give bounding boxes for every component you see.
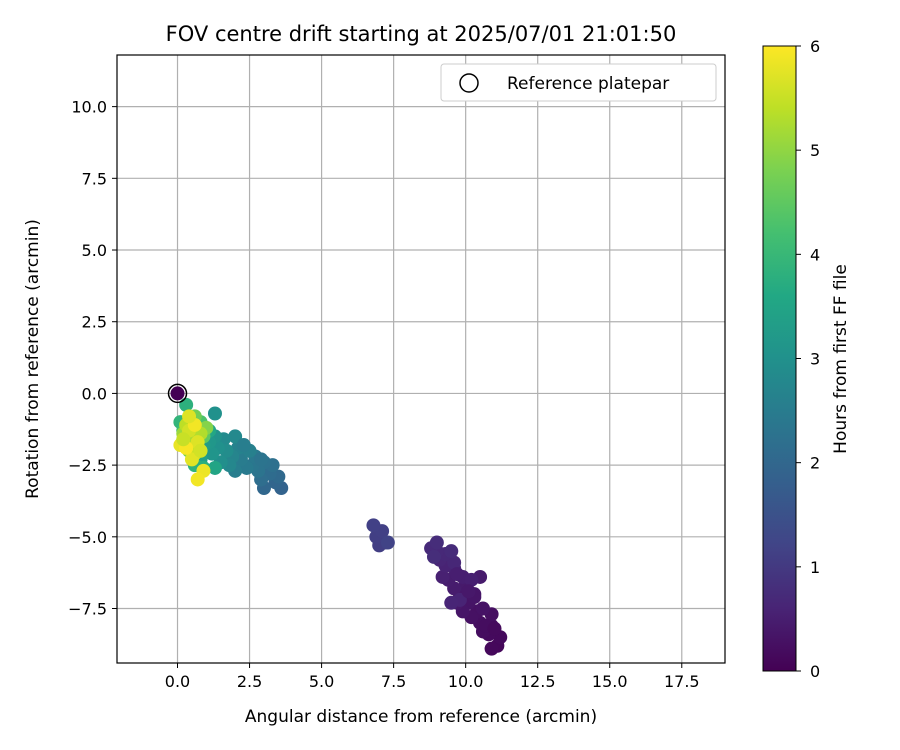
data-point (429, 535, 444, 550)
data-point (444, 544, 459, 559)
data-point (207, 406, 222, 421)
data-points (167, 383, 508, 656)
y-tick-label: −7.5 (68, 600, 107, 619)
data-point (380, 535, 395, 550)
y-axis-ticks: −7.5 −5.0 −2.5 0.0 2.5 5.0 7.5 10.0 (68, 98, 117, 619)
data-point (435, 569, 450, 584)
colorbar-tick-label: 3 (810, 350, 820, 369)
y-tick-label: 7.5 (82, 169, 107, 188)
reference-platepar-marker (167, 383, 188, 404)
data-point (170, 386, 185, 401)
data-point (450, 567, 465, 582)
data-point (190, 472, 205, 487)
colorbar-tick-label: 6 (810, 37, 820, 56)
plot-frame (116, 54, 726, 664)
legend-marker (459, 73, 479, 93)
colorbar: 0 1 2 3 4 5 6 Hours from first FF file (762, 37, 851, 681)
data-point (254, 452, 269, 467)
data-point (228, 429, 243, 444)
data-point (184, 452, 199, 467)
colorbar-tick-label: 0 (810, 662, 820, 681)
y-tick-label: 0.0 (82, 384, 107, 403)
x-tick-label: 7.5 (381, 672, 406, 691)
data-point (182, 409, 197, 424)
data-point (464, 572, 479, 587)
x-tick-label: 10.0 (448, 672, 484, 691)
colorbar-label: Hours from first FF file (831, 264, 851, 454)
x-tick-label: 12.5 (520, 672, 556, 691)
data-point (426, 549, 441, 564)
data-point (484, 641, 499, 656)
x-tick-label: 5.0 (309, 672, 334, 691)
x-axis-label: Angular distance from reference (arcmin) (245, 707, 597, 727)
colorbar-tick-label: 5 (810, 141, 820, 160)
data-point (207, 460, 222, 475)
data-point (447, 555, 462, 570)
legend-label: Reference platepar (507, 74, 669, 94)
colorbar-tick-label: 1 (810, 558, 820, 577)
legend-box (440, 63, 717, 102)
x-tick-label: 2.5 (237, 672, 262, 691)
y-tick-label: 10.0 (71, 98, 107, 117)
x-tick-label: 0.0 (165, 672, 190, 691)
chart-title: FOV centre drift starting at 2025/07/01 … (166, 22, 677, 46)
colorbar-tick-label: 2 (810, 454, 820, 473)
colorbar-gradient (762, 45, 797, 672)
data-point (444, 595, 459, 610)
colorbar-tick-label: 4 (810, 245, 820, 264)
x-tick-label: 15.0 (592, 672, 628, 691)
data-point (193, 443, 208, 458)
y-tick-label: 5.0 (82, 241, 107, 260)
data-point (366, 518, 381, 533)
gridlines (117, 55, 725, 663)
x-axis-ticks: 0.0 2.5 5.0 7.5 10.0 12.5 15.0 17.5 (165, 663, 700, 691)
data-point (205, 446, 220, 461)
data-point (475, 601, 490, 616)
data-point (176, 432, 191, 447)
legend: Reference platepar (440, 63, 717, 102)
colorbar-ticks: 0 1 2 3 4 5 6 (796, 37, 820, 681)
data-point (487, 621, 502, 636)
x-tick-label: 17.5 (664, 672, 700, 691)
y-tick-label: −2.5 (68, 456, 107, 475)
y-tick-label: −5.0 (68, 528, 107, 547)
data-point (461, 584, 476, 599)
y-tick-label: 2.5 (82, 313, 107, 332)
data-point (236, 438, 251, 453)
y-axis-label: Rotation from reference (arcmin) (23, 219, 43, 499)
